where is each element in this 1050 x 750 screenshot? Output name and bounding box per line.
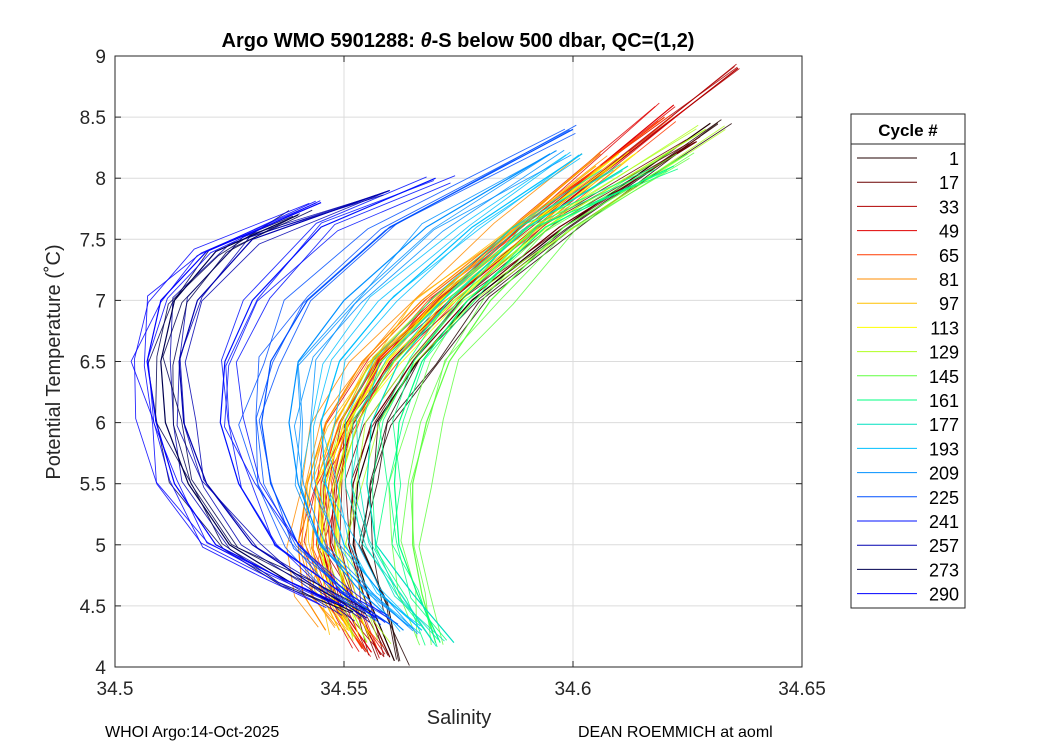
series-line-290: [146, 202, 345, 607]
legend-label-145: 145: [929, 367, 959, 387]
series-line-129: [334, 128, 707, 643]
series-line-273: [160, 214, 354, 613]
title-theta: θ: [420, 30, 431, 52]
series-line-145-variant: [409, 157, 690, 646]
series-line-273-variant: [162, 209, 371, 612]
legend-label-290: 290: [929, 585, 959, 605]
series-line-273-variant: [172, 213, 367, 615]
series-line-209-variant: [294, 150, 558, 632]
title-prefix: Argo WMO 5901288:: [222, 30, 421, 52]
legend-label-65: 65: [939, 246, 959, 266]
legend-items: 1 17 33 49 65 81 97 113 129 145 161 177 193 209 225 241…: [857, 149, 959, 605]
series-line-257-variant: [184, 190, 390, 623]
legend-label-113: 113: [930, 318, 959, 338]
series-line-145: [412, 153, 688, 643]
y-tick-label: 8: [95, 169, 106, 190]
legend-label-193: 193: [929, 439, 959, 459]
x-axis-label: Salinity: [427, 707, 491, 729]
plot-series: [130, 63, 740, 666]
series-line-241: [219, 177, 436, 619]
series-line-177-variant: [355, 169, 614, 642]
footer-right: DEAN ROEMMICH at aoml: [578, 724, 773, 741]
series-line-225-variant: [255, 124, 577, 626]
series-line-209-variant: [293, 149, 565, 627]
series-line-241-variant: [221, 176, 427, 617]
series-line-193-variant: [312, 151, 571, 634]
legend-label-1: 1: [949, 149, 959, 169]
series-line-161-variant: [371, 167, 654, 646]
series-line-161-variant: [391, 168, 679, 648]
legend-label-273: 273: [929, 560, 959, 580]
series-line-177-variant: [350, 170, 623, 647]
legend-label-209: 209: [929, 464, 959, 484]
series-line-290-variant: [143, 202, 330, 603]
series-line-1-variant: [369, 122, 719, 666]
series-line-177: [366, 165, 629, 643]
series-line-1-variant: [361, 119, 722, 660]
series-line-145-variant: [418, 152, 695, 645]
legend-label-257: 257: [929, 536, 959, 556]
series-line-177-variant: [351, 163, 621, 644]
y-tick-label: 5.5: [80, 475, 106, 496]
legend-label-49: 49: [939, 222, 959, 242]
x-tick-label: 34.6: [555, 679, 592, 700]
legend-label-161: 161: [929, 391, 959, 411]
series-line-241-variant: [235, 175, 456, 620]
legend-label-97: 97: [939, 294, 959, 314]
y-tick-label: 5: [95, 536, 106, 557]
legend-title: Cycle #: [878, 121, 938, 140]
series-line-97-variant: [306, 165, 585, 635]
footer-left: WHOI Argo:14-Oct-2025: [105, 724, 280, 741]
y-tick-label: 8.5: [80, 108, 106, 129]
series-line-161-variant: [388, 170, 668, 641]
series-line-129-variant: [345, 125, 725, 640]
series-line-225-variant: [258, 132, 576, 625]
legend-label-241: 241: [929, 512, 959, 532]
series-line-193-variant: [322, 157, 581, 629]
y-tick-label: 6: [95, 414, 106, 435]
series-line-241-variant: [224, 182, 451, 624]
series-line-290-variant: [130, 200, 327, 609]
y-tick-label: 4.5: [80, 597, 106, 618]
legend-label-33: 33: [939, 197, 959, 217]
axis-ticks: 34.5 34.55 34.6 34.65 4 4.5 5 5.5 6 6.5 7 7.5 8 8.5 9: [80, 47, 826, 700]
y-tick-label: 4: [95, 658, 106, 679]
legend-box: [850, 113, 966, 609]
title-suffix: -S below 500 dbar, QC=(1,2): [432, 30, 695, 52]
y-axis-label: Potential Temperature (˚C): [43, 244, 65, 479]
series-line-145-variant: [400, 153, 678, 639]
series-line-290-variant: [134, 202, 320, 605]
series-line-113-variant: [332, 154, 634, 642]
legend-label-17: 17: [939, 173, 959, 193]
x-tick-label: 34.55: [320, 679, 368, 700]
legend-label-225: 225: [929, 488, 959, 508]
legend: Cycle # 1 17 33 49 65 81 97 113 129 145 161 177 193 2…: [850, 113, 966, 609]
y-tick-label: 7: [95, 291, 106, 312]
legend-label-81: 81: [939, 270, 959, 290]
legend-label-177: 177: [929, 415, 959, 435]
series-line-257-variant: [176, 194, 384, 619]
y-tick-label: 7.5: [80, 230, 106, 251]
y-tick-label: 6.5: [80, 353, 106, 374]
x-tick-label: 34.5: [97, 679, 134, 700]
y-tick-label: 9: [95, 47, 106, 68]
series-line-145-variant: [388, 151, 671, 646]
x-tick-label: 34.65: [778, 679, 826, 700]
chart-title: Argo WMO 5901288: θ-S below 500 dbar, QC…: [222, 30, 695, 52]
legend-label-129: 129: [929, 343, 959, 363]
series-line-209-variant: [310, 154, 572, 635]
